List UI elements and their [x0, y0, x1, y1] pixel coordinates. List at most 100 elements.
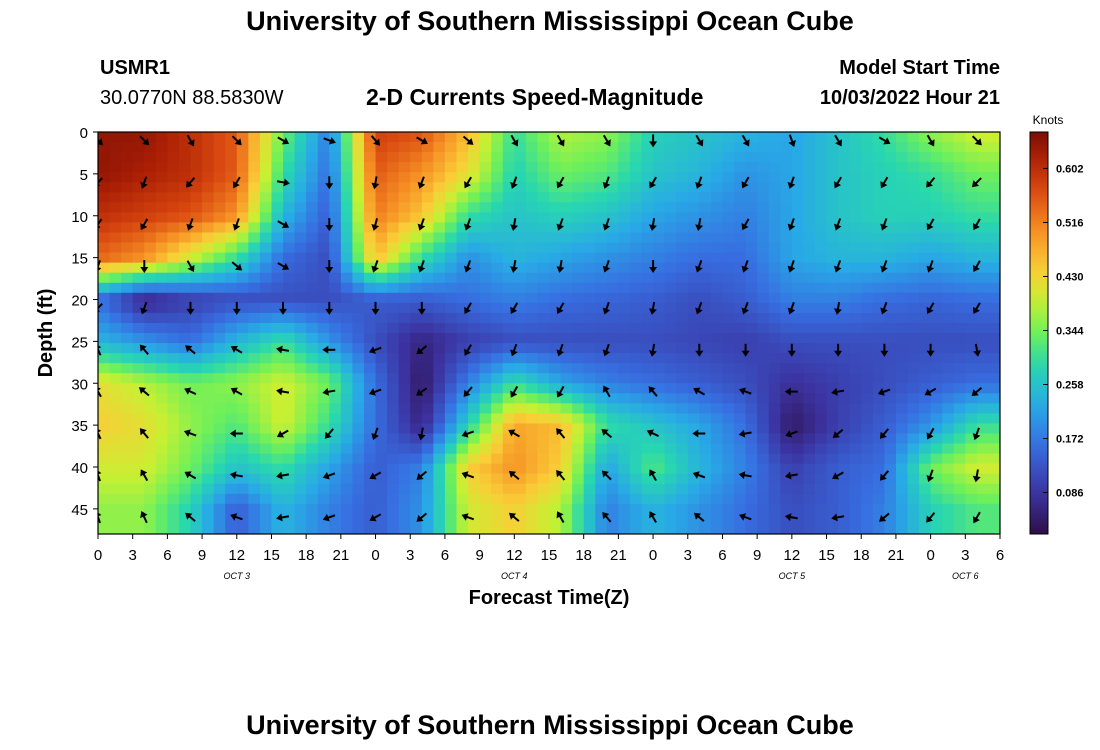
- heatmap-cell: [132, 182, 145, 193]
- heatmap-cell: [421, 142, 434, 153]
- current-arrow: [416, 470, 428, 480]
- current-arrow: [926, 512, 936, 523]
- heatmap-cell: [283, 172, 296, 183]
- heatmap-cell: [468, 383, 481, 394]
- heatmap-cell: [387, 463, 400, 475]
- heatmap-cell: [814, 262, 828, 274]
- heatmap-cell: [283, 383, 296, 394]
- heatmap-cell: [306, 282, 319, 294]
- heatmap-cell: [803, 232, 816, 244]
- heatmap-cell: [537, 433, 550, 445]
- heatmap-cell: [468, 343, 481, 354]
- heatmap-cell: [352, 232, 365, 244]
- heatmap-cell: [167, 132, 180, 143]
- heatmap-cell: [294, 353, 307, 364]
- heatmap-cell: [618, 232, 631, 244]
- heatmap-cell: [687, 443, 700, 455]
- heatmap-cell: [410, 443, 423, 455]
- current-arrow: [463, 260, 472, 273]
- heatmap-cell: [283, 222, 296, 234]
- heatmap-cell: [433, 513, 446, 525]
- heatmap-cell: [352, 433, 365, 445]
- heatmap-cell: [664, 282, 677, 294]
- heatmap-cell: [699, 473, 712, 485]
- heatmap-cell: [757, 513, 770, 525]
- heatmap-cell: [444, 262, 458, 274]
- heatmap-cell: [606, 132, 619, 143]
- heatmap-cell: [167, 373, 180, 384]
- heatmap-cell: [352, 262, 365, 274]
- heatmap-cell: [410, 282, 423, 294]
- heatmap-cell: [352, 172, 365, 183]
- heatmap-cell: [398, 333, 411, 344]
- heatmap-cell: [155, 272, 168, 284]
- heatmap-cell: [259, 443, 273, 455]
- heatmap-cell: [942, 192, 955, 203]
- heatmap-cell: [340, 353, 354, 364]
- heatmap-cell: [271, 132, 284, 143]
- current-arrow: [510, 218, 519, 231]
- heatmap-cell: [329, 212, 342, 224]
- heatmap-cell: [976, 363, 990, 374]
- heatmap-cell: [942, 272, 955, 284]
- heatmap-cell: [375, 473, 388, 485]
- heatmap-cell: [629, 353, 643, 364]
- heatmap-cell: [363, 232, 377, 244]
- heatmap-cell: [641, 312, 654, 324]
- heatmap-cell: [953, 473, 966, 485]
- heatmap-cell: [560, 483, 573, 495]
- heatmap-cell: [699, 232, 712, 244]
- heatmap-cell: [595, 172, 608, 183]
- heatmap-cell: [976, 242, 990, 254]
- heatmap-cell: [606, 302, 619, 314]
- heatmap-cell: [629, 453, 643, 465]
- heatmap-cell: [988, 503, 1000, 515]
- heatmap-cell: [375, 172, 388, 183]
- heatmap-cell: [190, 322, 203, 334]
- heatmap-cell: [618, 142, 631, 153]
- current-arrow: [648, 218, 657, 231]
- heatmap-cell: [294, 393, 307, 404]
- heatmap-cell: [387, 252, 400, 264]
- heatmap-cell: [537, 322, 550, 334]
- heatmap-cell: [930, 453, 943, 465]
- heatmap-cell: [468, 132, 481, 143]
- heatmap-cell: [988, 443, 1000, 455]
- heatmap-cell: [98, 302, 111, 314]
- heatmap-cell: [814, 272, 828, 284]
- heatmap-cell: [190, 473, 203, 485]
- heatmap-cell: [479, 232, 492, 244]
- heatmap-cell: [560, 373, 573, 384]
- heatmap-cell: [861, 423, 874, 435]
- heatmap-cell: [109, 262, 122, 274]
- heatmap-cell: [213, 192, 226, 203]
- heatmap-cell: [259, 262, 273, 274]
- y-tick-label: 0: [80, 125, 88, 142]
- heatmap-cell: [306, 413, 319, 425]
- heatmap-cell: [664, 493, 677, 505]
- heatmap-cell: [433, 212, 446, 224]
- heatmap-cell: [838, 262, 851, 274]
- heatmap-cell: [907, 333, 920, 344]
- heatmap-cell: [641, 272, 654, 284]
- colorbar: [1029, 131, 1049, 535]
- heatmap-cell: [537, 242, 550, 254]
- heatmap-cell: [745, 132, 758, 143]
- current-arrow: [556, 134, 565, 147]
- heatmap-cell: [618, 463, 631, 475]
- heatmap-cell: [583, 423, 596, 435]
- heatmap-cell: [872, 232, 885, 244]
- heatmap-cell: [525, 433, 539, 445]
- heatmap-cell: [595, 272, 608, 284]
- heatmap-cell: [838, 182, 851, 193]
- heatmap-cell: [745, 322, 758, 334]
- heatmap-cell: [352, 393, 365, 404]
- heatmap-cell: [826, 312, 839, 324]
- heatmap-cell: [202, 523, 215, 534]
- heatmap-cell: [444, 473, 458, 485]
- heatmap-cell: [699, 272, 712, 284]
- heatmap-cell: [468, 232, 481, 244]
- heatmap-cell: [710, 403, 724, 414]
- heatmap-cell: [375, 152, 388, 163]
- heatmap-cell: [791, 132, 805, 143]
